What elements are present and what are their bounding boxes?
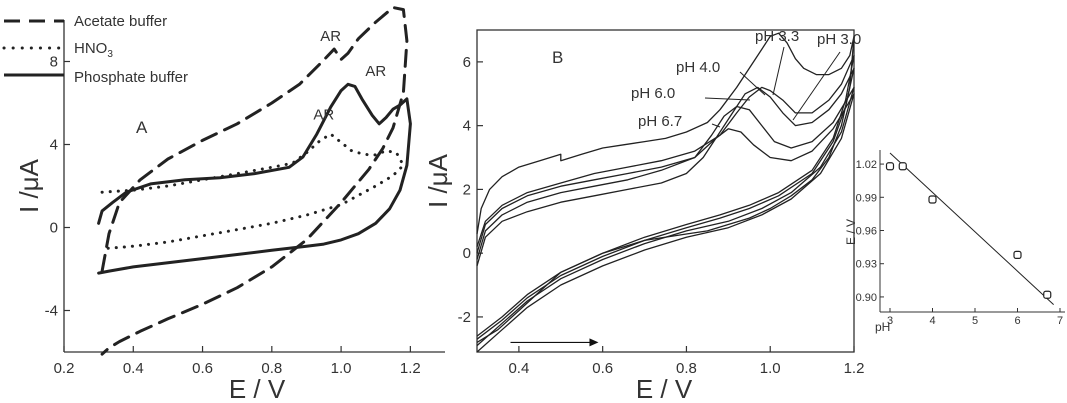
ph-label-6-0: pH 6.0 <box>631 85 675 102</box>
inset-y-tick-label: 0.96 <box>856 226 877 238</box>
ph-labels: pH 3.3 pH 3.0 pH 4.0 pH 6.0 pH 6.7 <box>631 28 861 130</box>
inset-fit-line <box>889 152 1054 306</box>
inset-data-point <box>928 195 937 204</box>
panel-b-y-ticks: -2 0 2 4 6 <box>458 54 483 326</box>
panel-a-series <box>97 6 412 356</box>
panel-b-series-line <box>476 67 855 340</box>
legend-label-hno3-text: HNO <box>74 40 107 57</box>
inset-y-tick-label: 0.93 <box>856 259 877 271</box>
panel-b-series <box>476 32 855 353</box>
inset-data-point <box>898 162 907 171</box>
panel-a-x-tick-label: 0.6 <box>192 360 213 377</box>
panel-b-x-axis-title: E / V <box>636 374 693 403</box>
inset-data-point <box>885 162 895 171</box>
panel-a-x-tick-label: 1.2 <box>400 360 421 377</box>
legend-label-hno3-sub: 3 <box>107 49 113 60</box>
panel-b-x-tick-label: 1.2 <box>844 360 865 377</box>
panel-b-y-tick-label: 2 <box>463 181 471 198</box>
panel-a-x-tick-label: 0.8 <box>261 360 282 377</box>
panel-a-series-dashed <box>100 6 409 356</box>
panel-b-y-tick-label: -2 <box>458 309 471 326</box>
panel-b-series-line <box>476 54 855 337</box>
panel-b-y-tick-label: 4 <box>463 118 471 135</box>
inset-x-tick-label: 4 <box>929 315 935 327</box>
panel-a-y-axis-title: I /μA <box>14 158 44 213</box>
panel-b-y-tick-label: 6 <box>463 54 471 71</box>
panel-a-x-ticks: 0.2 0.4 0.6 0.8 1.0 1.2 <box>54 346 421 377</box>
panel-b-x-ticks: 0.4 0.6 0.8 1.0 1.2 <box>508 346 864 377</box>
inset-data-point <box>1013 250 1022 259</box>
inset-y-tick-label: 0.99 <box>856 192 877 204</box>
panel-b-x-tick-label: 1.0 <box>760 360 781 377</box>
inset-x-ticks: 3 4 5 6 7 <box>887 308 1063 327</box>
panel-b-x-tick-label: 0.4 <box>508 360 529 377</box>
ph-6-0-leader <box>704 97 751 101</box>
inset-data-point <box>1043 290 1052 299</box>
inset-x-tick-label: 6 <box>1014 315 1020 327</box>
panel-a-annotation: AR <box>313 107 334 124</box>
panel-a-y-tick-label: 8 <box>50 54 58 71</box>
panel-b-x-tick-label: 0.8 <box>676 360 697 377</box>
panel-b-x-tick-label: 0.6 <box>592 360 613 377</box>
ph-label-4-0: pH 4.0 <box>676 59 720 76</box>
inset-y-tick-label: 0.90 <box>856 292 877 304</box>
panel-b-frame <box>476 29 855 353</box>
panel-a-y-tick-label: -4 <box>45 303 58 320</box>
inset-x-tick-label: 7 <box>1057 315 1063 327</box>
panel-a-annotation: AR <box>365 63 386 80</box>
panel-a-y-tick-label: 4 <box>50 137 58 154</box>
ph-label-6-7: pH 6.7 <box>638 113 682 130</box>
ph-6-7-leader <box>711 123 721 128</box>
scan-direction-arrowhead <box>589 338 599 347</box>
inset-x-tick-label: 5 <box>972 315 978 327</box>
panel-b-series-line <box>476 86 855 347</box>
panel-a-x-tick-label: 0.4 <box>123 360 144 377</box>
ph-3-3-leader <box>772 46 785 96</box>
panel-a: 0.2 0.4 0.6 0.8 1.0 1.2 -4 0 4 8 AR AR AR E / V I … <box>2 6 445 403</box>
ph-4-0-leader <box>739 71 766 96</box>
ph-label-3-3: pH 3.3 <box>755 28 799 45</box>
inset-y-ticks: 0.90 0.93 0.96 0.99 1.02 <box>856 159 884 304</box>
inset-y-axis-title: E / V <box>844 219 858 245</box>
ph-3-0-leader <box>792 51 841 121</box>
panel-a-x-axis-title: E / V <box>229 374 286 403</box>
panel-b-series-line <box>476 93 855 353</box>
legend: Acetate buffer HNO3 Phosphate buffer <box>2 13 188 86</box>
panel-a-y-ticks: -4 0 4 8 <box>45 54 70 320</box>
inset-y-tick-label: 1.02 <box>856 159 877 171</box>
panel-b-letter: B <box>552 48 563 67</box>
legend-label-acetate: Acetate buffer <box>74 13 167 30</box>
panel-a-series-solid <box>97 82 412 275</box>
inset-points <box>885 162 1052 299</box>
ph-label-3-0: pH 3.0 <box>817 31 861 48</box>
inset-x-tick-label: 3 <box>887 315 893 327</box>
panel-b-y-tick-label: 0 <box>463 245 471 262</box>
panel-a-x-tick-label: 0.2 <box>54 360 75 377</box>
legend-label-phosphate: Phosphate buffer <box>74 69 188 86</box>
panel-a-annotations: AR AR AR <box>313 28 386 124</box>
inset-x-axis-title: pH <box>875 320 890 334</box>
panel-a-x-tick-label: 1.0 <box>331 360 352 377</box>
inset-plot: 3 4 5 6 7 0.90 0.93 0.96 0.99 1.02 E / V pH <box>844 150 1065 334</box>
panel-a-letter: A <box>136 118 148 137</box>
panel-a-annotation: AR <box>320 28 341 45</box>
panel-b: 0.4 0.6 0.8 1.0 1.2 -2 0 2 4 6 E / V I /μA B pH … <box>423 28 864 403</box>
panel-a-y-tick-label: 0 <box>50 220 58 237</box>
panel-b-series-line <box>476 32 855 343</box>
panel-a-series-dotted <box>100 132 405 250</box>
panel-b-y-axis-title: I /μA <box>423 153 453 208</box>
legend-label-hno3: HNO3 <box>74 40 113 60</box>
